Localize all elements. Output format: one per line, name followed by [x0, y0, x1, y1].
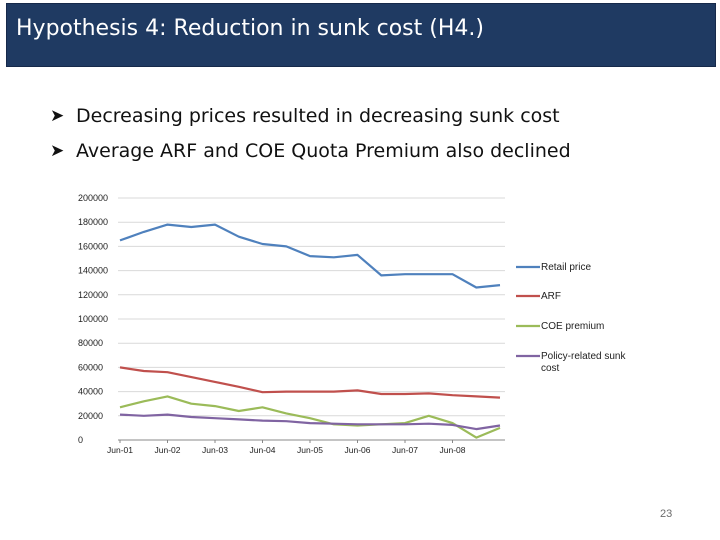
arrow-bullet-icon: ➤ — [50, 106, 65, 126]
legend-label: Retail price — [541, 262, 591, 273]
series-line-1 — [119, 223, 501, 289]
legend-label: Policy-related sunk cost — [541, 351, 626, 374]
bullet-item-1: ➤ Decreasing prices resulted in decreasi… — [50, 101, 560, 131]
bullet-text-2: Average ARF and COE Quota Premium also d… — [76, 140, 571, 162]
x-tick-label: Jun-05 — [297, 445, 323, 455]
y-tick-label: 40000 — [78, 387, 103, 397]
bullet-text-1: Decreasing prices resulted in decreasing… — [76, 105, 560, 127]
page-number: 23 — [660, 508, 673, 520]
x-tick-label: Jun-02 — [155, 445, 181, 455]
title-bar: Hypothesis 4: Reduction in sunk cost (H4… — [6, 3, 716, 67]
slide-title: Hypothesis 4: Reduction in sunk cost (H4… — [16, 16, 484, 41]
x-tick-label: Jun-03 — [202, 445, 228, 455]
series-line-2 — [119, 366, 501, 399]
legend-label: COE premium — [541, 321, 604, 332]
series-line-4 — [119, 413, 501, 431]
y-tick-label: 80000 — [78, 338, 103, 348]
y-tick-label: 180000 — [78, 217, 108, 227]
y-tick-label: 0 — [78, 435, 83, 445]
x-tick-label: Jun-01 — [107, 445, 133, 455]
y-tick-label: 100000 — [78, 314, 108, 324]
bullet-item-2: ➤ Average ARF and COE Quota Premium also… — [50, 136, 571, 166]
y-tick-label: 120000 — [78, 290, 108, 300]
y-tick-label: 200000 — [78, 193, 108, 203]
arrow-bullet-icon: ➤ — [50, 141, 65, 161]
legend-label: ARF — [541, 291, 561, 302]
x-tick-label: Jun-07 — [392, 445, 418, 455]
y-tick-label: 20000 — [78, 411, 103, 421]
y-tick-label: 140000 — [78, 266, 108, 276]
x-tick-label: Jun-08 — [440, 445, 466, 455]
x-tick-label: Jun-06 — [345, 445, 371, 455]
y-tick-label: 160000 — [78, 241, 108, 251]
y-tick-label: 60000 — [78, 362, 103, 372]
series-line-3 — [119, 395, 501, 439]
x-tick-label: Jun-04 — [250, 445, 276, 455]
